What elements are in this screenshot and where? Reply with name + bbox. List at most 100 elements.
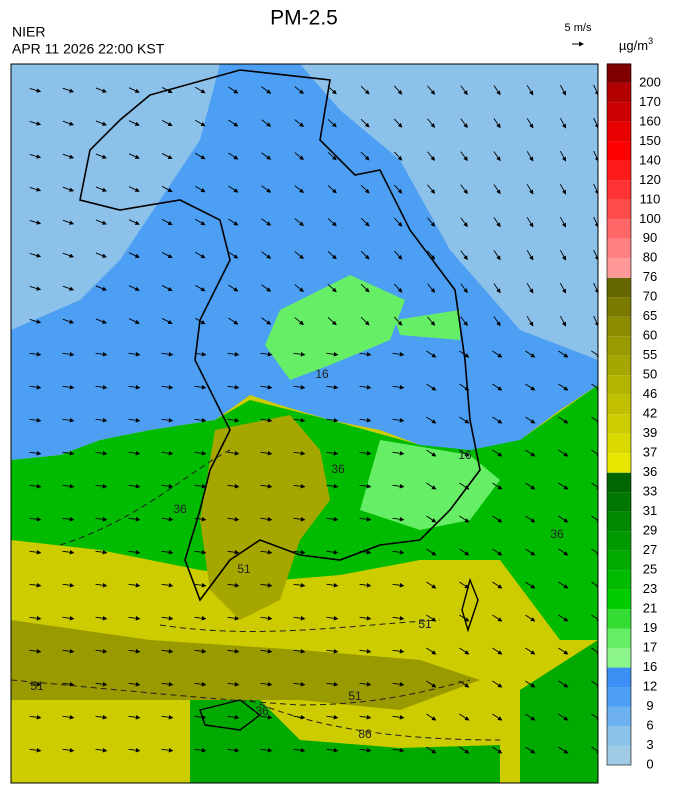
colorbar-swatch xyxy=(607,511,631,532)
wind-arrow xyxy=(294,317,304,326)
wind-arrow xyxy=(558,647,569,655)
wind-arrow xyxy=(459,647,470,655)
wind-arrow xyxy=(95,451,108,456)
wind-arrow xyxy=(95,285,107,291)
wind-arrow xyxy=(525,713,536,721)
wind-arrow xyxy=(195,86,206,94)
wind-arrow xyxy=(128,583,141,588)
colorbar-swatch xyxy=(607,102,631,122)
wind-arrow xyxy=(95,352,108,357)
wind-arrow xyxy=(293,385,306,390)
wind-arrow xyxy=(492,383,503,391)
wind-arrow xyxy=(492,416,503,424)
wind-arrow xyxy=(327,251,337,260)
wind-arrow xyxy=(525,383,536,391)
wind-arrow xyxy=(360,250,370,260)
wind-arrow xyxy=(62,583,75,588)
wind-arrow xyxy=(393,250,403,260)
colorbar-label: 100 xyxy=(639,211,661,226)
wind-arrow xyxy=(260,517,273,522)
colorbar-label: 76 xyxy=(643,269,657,284)
wind-arrow xyxy=(525,614,536,622)
wind-arrow xyxy=(95,550,108,555)
wind-arrow xyxy=(62,748,75,753)
wind-arrow xyxy=(460,250,468,261)
wind-arrow xyxy=(293,352,306,357)
wind-arrow xyxy=(195,152,206,160)
wind-arrow xyxy=(360,316,370,326)
wind-arrow xyxy=(128,484,141,489)
wind-arrow xyxy=(426,449,437,457)
colorbar-swatch xyxy=(607,589,631,610)
wind-arrow xyxy=(294,218,304,227)
wind-arrow xyxy=(227,385,240,390)
colorbar: 0369121617192123252729313336373942465055… xyxy=(606,63,661,771)
datetime: APR 11 2026 22:00 KST xyxy=(12,41,165,57)
wind-arrow xyxy=(128,120,140,126)
wind-arrow xyxy=(227,682,240,687)
colorbar-swatch xyxy=(607,531,631,551)
wind-arrow xyxy=(559,150,567,162)
wind-arrow xyxy=(228,86,239,94)
wind-arrow xyxy=(29,484,42,489)
wind-arrow xyxy=(558,548,569,556)
colorbar-swatch xyxy=(607,433,631,454)
wind-arrow xyxy=(260,748,273,753)
wind-arrow xyxy=(393,283,403,293)
wind-arrow xyxy=(558,515,569,523)
title: PM-2.5 xyxy=(270,7,338,30)
wind-arrow xyxy=(227,451,240,456)
wind-arrow xyxy=(591,647,598,655)
wind-arrow xyxy=(525,416,536,424)
contour-label: 86 xyxy=(358,727,372,741)
wind-arrow xyxy=(228,251,239,259)
colorbar-label: 3 xyxy=(646,737,653,752)
contour-labels: 16 16 36 36 36 36 51 51 51 51 86 xyxy=(30,367,564,741)
wind-arrow xyxy=(525,581,536,589)
colorbar-swatch xyxy=(607,687,631,707)
wind-arrow xyxy=(459,482,470,490)
wind-arrow xyxy=(161,153,173,159)
wind-arrow xyxy=(526,283,534,294)
contour-label: 36 xyxy=(331,462,345,476)
colorbar-swatch xyxy=(607,316,631,337)
wind-arrow xyxy=(161,418,174,423)
wind-arrow xyxy=(459,581,470,589)
wind-arrow xyxy=(525,515,536,523)
wind-arrow xyxy=(227,715,240,720)
colorbar-swatch xyxy=(607,238,631,259)
wind-arrow xyxy=(95,517,108,522)
wind-arrow xyxy=(293,682,306,687)
wind-arrow xyxy=(227,418,240,423)
colorbar-label: 120 xyxy=(639,172,661,187)
wind-arrow xyxy=(526,217,534,228)
wind-arrow xyxy=(293,550,306,555)
wind-arrow xyxy=(261,317,272,325)
wind-arrow xyxy=(161,285,173,291)
wind-arrow xyxy=(392,715,405,720)
wind-arrow xyxy=(526,151,534,162)
wind-arrow xyxy=(261,185,272,193)
wind-arrow xyxy=(62,715,75,720)
colorbar-label: 140 xyxy=(639,152,661,167)
wind-arrow xyxy=(128,318,140,324)
wind-arrow xyxy=(492,449,503,457)
wind-arrow xyxy=(492,350,503,358)
colorbar-label: 33 xyxy=(643,484,657,499)
colorbar-swatch xyxy=(607,336,631,356)
wind-arrow xyxy=(227,649,240,654)
wind-arrow xyxy=(95,649,108,654)
wind-arrow xyxy=(591,515,598,523)
wind-arrow xyxy=(194,748,207,753)
colorbar-swatch xyxy=(607,648,631,668)
wind-arrow xyxy=(392,649,405,654)
wind-arrow xyxy=(459,746,470,754)
wind-arrow xyxy=(293,715,306,720)
colorbar-label: 150 xyxy=(639,133,661,148)
wind-arrow xyxy=(261,251,272,259)
wind-arrow xyxy=(293,484,306,489)
wind-arrow xyxy=(526,118,534,129)
wind-arrow xyxy=(591,581,598,589)
wind-arrow xyxy=(558,713,569,721)
